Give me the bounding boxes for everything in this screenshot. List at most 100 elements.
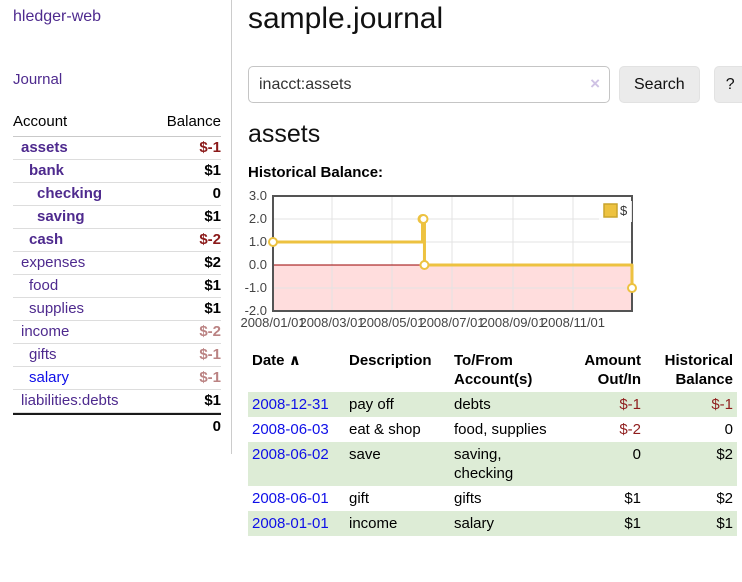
transaction-date-link[interactable]: 2008-12-31 — [252, 396, 329, 413]
register-row: 2008-06-02 save saving, checking 0 $2 — [248, 442, 737, 486]
register-header-accounts: To/From Account(s) — [454, 352, 533, 388]
register-table: Date ∧ Description To/From Account(s) Am… — [248, 348, 737, 536]
register-row: 2008-12-31 pay off debts $-1 $-1 — [248, 392, 737, 417]
sidebar-item-journal[interactable]: Journal — [13, 71, 63, 88]
register-cell-amount: 0 — [632, 446, 641, 463]
sidebar-account-link[interactable]: salary — [29, 369, 70, 386]
brand: hledger-web — [13, 8, 221, 26]
data-point-marker — [268, 237, 278, 247]
page-title: sample.journal — [248, 2, 444, 35]
register-cell-accounts: salary — [454, 515, 495, 532]
data-point-marker — [419, 260, 430, 270]
help-button[interactable]: ? — [713, 66, 742, 103]
sidebar-account-row: cash $-2 — [13, 229, 221, 252]
sidebar-account-row: food $1 — [13, 275, 221, 298]
sidebar-account-link[interactable]: income — [21, 323, 70, 340]
register-cell-date: 2008-06-03 — [248, 417, 345, 442]
register-cell-balance: $1 — [716, 515, 733, 532]
balance-column-header: Balance — [166, 113, 221, 130]
search-button[interactable]: Search — [619, 66, 700, 103]
x-axis-tick-label: 2008/05/01 — [359, 315, 424, 330]
brand-link[interactable]: hledger-web — [13, 8, 102, 25]
register-cell-description: save — [349, 446, 381, 463]
search-bar: × Search ? — [248, 66, 742, 103]
y-axis-tick-label: 2.0 — [249, 211, 267, 226]
register-cell-balance: 0 — [724, 421, 733, 438]
sidebar-accounts: assets $-1 bank $1 checking 0 saving $1 cash $-2 e… — [13, 137, 221, 413]
register-cell-date: 2008-01-01 — [248, 511, 345, 536]
register-cell-description: income — [349, 515, 398, 532]
sidebar-account-balance: $-2 — [199, 231, 221, 248]
register-header-description: Description — [349, 352, 432, 369]
total-balance: 0 — [212, 418, 221, 435]
register-cell-description: eat & shop — [349, 421, 421, 438]
y-axis-tick-label: 0.0 — [249, 257, 267, 272]
sidebar-account-row: assets $-1 — [13, 137, 221, 160]
sidebar-account-link[interactable]: expenses — [21, 254, 86, 271]
register-row: 2008-01-01 income salary $1 $1 — [248, 511, 737, 536]
transaction-date-link[interactable]: 2008-06-03 — [252, 421, 329, 438]
legend-label: $ — [620, 203, 628, 218]
sidebar-account-link[interactable]: supplies — [29, 300, 85, 317]
sidebar-account-link[interactable]: liabilities:debts — [21, 392, 119, 409]
register-cell-balance: $2 — [716, 446, 733, 463]
sidebar-account-balance: $1 — [204, 162, 221, 179]
account-balance-table: Account Balance assets $-1 bank $1 checking 0… — [13, 111, 221, 438]
transaction-date-link[interactable]: 2008-01-01 — [252, 515, 329, 532]
page: hledger-web Journal Account Balance asse… — [13, 0, 742, 536]
historical-balance-chart: $3.0 2.0 1.0 0.0 -1.0 -2.0 2008/01/01 2008/03/0… — [240, 188, 742, 336]
x-axis-tick-label: 2008/01/01 — [240, 315, 305, 330]
historical-balance-chart-svg: $3.0 2.0 1.0 0.0 -1.0 -2.02008/01/012008/03/0… — [240, 188, 637, 330]
sidebar-account-link[interactable]: bank — [29, 162, 65, 179]
sidebar-account-link[interactable]: gifts — [29, 346, 57, 363]
sidebar-account-row: expenses $2 — [13, 252, 221, 275]
register-cell-accounts: food, supplies — [454, 421, 547, 438]
transaction-date-link[interactable]: 2008-06-02 — [252, 446, 329, 463]
date-header-label: Date — [252, 352, 285, 369]
register-header-date[interactable]: Date ∧ — [248, 348, 345, 392]
register-cell-date: 2008-06-01 — [248, 486, 345, 511]
register-cell-amount: $1 — [624, 490, 641, 507]
register-row: 2008-06-01 gift gifts $1 $2 — [248, 486, 737, 511]
sidebar-account-link[interactable]: food — [29, 277, 59, 294]
account-heading: assets — [248, 120, 321, 148]
y-axis-tick-label: 1.0 — [249, 234, 267, 249]
register-body: 2008-12-31 pay off debts $-1 $-1 2008-06-03 ea… — [248, 392, 737, 536]
x-axis-tick-label: 2008/09/01 — [480, 315, 545, 330]
sidebar-account-row: gifts $-1 — [13, 344, 221, 367]
sidebar-account-row: liabilities:debts $1 — [13, 390, 221, 413]
register-cell-balance: $2 — [716, 490, 733, 507]
register-cell-date: 2008-12-31 — [248, 392, 345, 417]
sidebar-account-balance: 0 — [212, 185, 221, 202]
register-cell-date: 2008-06-02 — [248, 442, 345, 486]
sidebar-account-row: income $-2 — [13, 321, 221, 344]
sidebar-account-link[interactable]: cash — [29, 231, 64, 248]
account-table-header: Account Balance — [13, 111, 221, 137]
register-cell-description: gift — [349, 490, 370, 507]
register-header-amount: Amount Out/In — [584, 352, 641, 388]
sidebar-account-link[interactable]: saving — [37, 208, 85, 225]
sidebar-account-link[interactable]: assets — [21, 139, 68, 156]
clear-search-icon[interactable]: × — [590, 74, 600, 93]
x-axis-tick-label: 2008/07/01 — [419, 315, 484, 330]
sidebar-account-balance: $-1 — [199, 139, 221, 156]
total-row: 0 — [13, 413, 221, 438]
main-content: sample.journal × Search ? assets Histori… — [232, 0, 742, 536]
search-input[interactable] — [248, 66, 610, 103]
sidebar-account-row: salary $-1 — [13, 367, 221, 390]
sidebar-account-row: bank $1 — [13, 160, 221, 183]
data-point-marker — [418, 214, 429, 224]
register-cell-amount: $1 — [624, 515, 641, 532]
y-axis-tick-label: 3.0 — [249, 188, 267, 203]
sidebar-account-row: supplies $1 — [13, 298, 221, 321]
sidebar-account-balance: $-2 — [199, 323, 221, 340]
historical-balance-label: Historical Balance: — [248, 164, 384, 181]
register-header-row: Date ∧ Description To/From Account(s) Am… — [248, 348, 737, 392]
x-axis-tick-label: 2008/11/01 — [541, 315, 605, 330]
transaction-date-link[interactable]: 2008-06-01 — [252, 490, 329, 507]
sidebar-account-balance: $1 — [204, 300, 221, 317]
register-cell-accounts: saving, checking — [454, 446, 514, 482]
sidebar-account-balance: $-1 — [199, 369, 221, 386]
sidebar-account-link[interactable]: checking — [37, 185, 103, 202]
sidebar-account-balance: $2 — [204, 254, 221, 271]
